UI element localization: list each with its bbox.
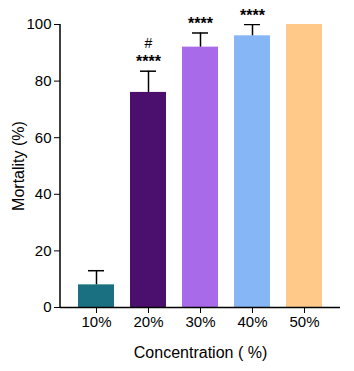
svg-text:80: 80 <box>35 72 52 89</box>
svg-text:****: **** <box>240 7 266 24</box>
svg-text:100: 100 <box>26 15 51 32</box>
svg-text:0: 0 <box>43 298 51 315</box>
svg-text:20%: 20% <box>133 313 163 330</box>
svg-text:20: 20 <box>35 242 52 259</box>
svg-text:Concentration ( %): Concentration ( %) <box>134 344 267 361</box>
svg-text:10%: 10% <box>81 313 111 330</box>
svg-text:40%: 40% <box>237 313 267 330</box>
svg-text:****: **** <box>136 53 162 70</box>
svg-text:****: **** <box>188 15 214 32</box>
svg-text:60: 60 <box>35 129 52 146</box>
svg-text:40: 40 <box>35 185 52 202</box>
svg-text:50%: 50% <box>289 313 319 330</box>
svg-text:#: # <box>145 35 153 51</box>
svg-text:Mortality (%): Mortality (%) <box>10 121 27 211</box>
svg-text:30%: 30% <box>185 313 215 330</box>
